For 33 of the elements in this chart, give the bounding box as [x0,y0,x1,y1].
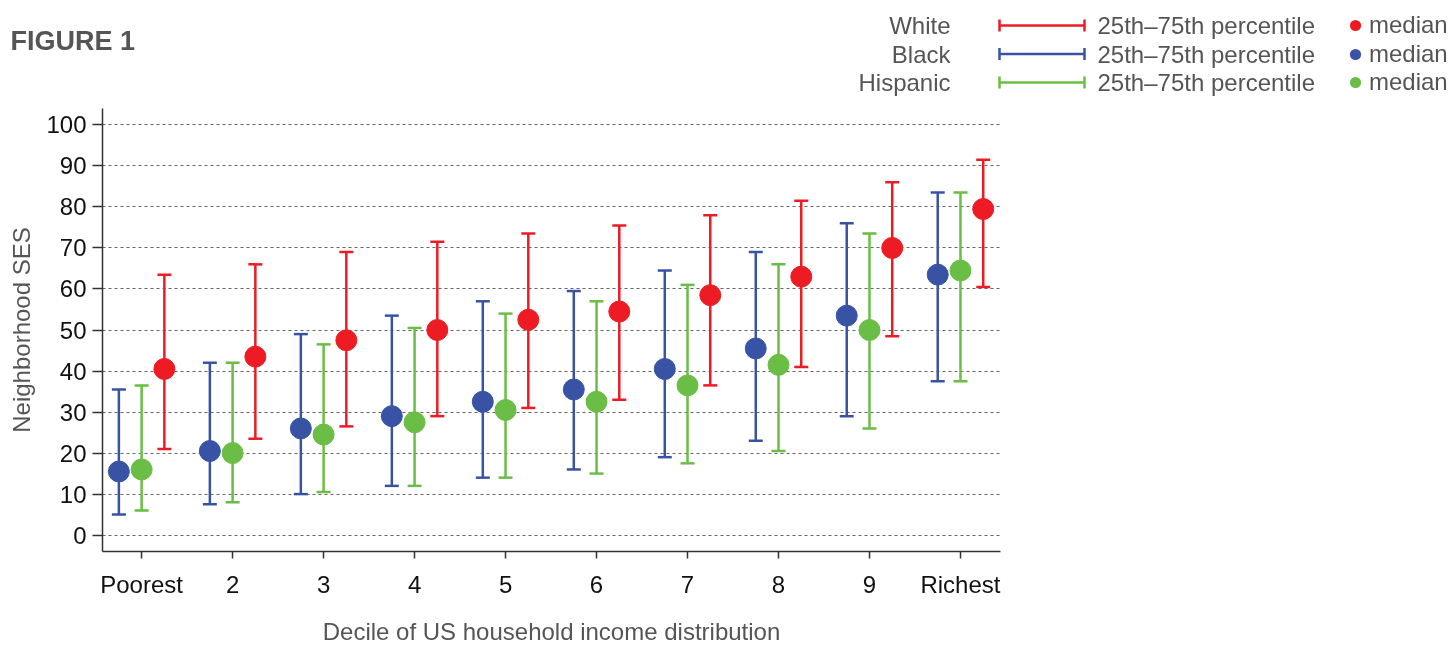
text: median [1369,39,1448,67]
x-tick-label: 7 [680,570,695,598]
x-tick-label: Richest [920,570,1001,598]
legend-label: Black [891,40,952,68]
y-tick-label: 70 [59,234,87,262]
y-tick-label: 20 [59,439,87,467]
x-tick-label: 9 [862,570,877,598]
y-tick-label: 90 [59,152,87,180]
y-tick-label: 50 [59,316,87,344]
chart-title: FIGURE 1 [10,25,136,56]
x-tick-label: 8 [771,570,786,598]
y-axis-title: Neighborhood SES [8,227,36,433]
legend-label: White [889,12,951,39]
x-axis-title: Decile of US household income distribution [322,617,781,645]
x-tick-label: 6 [589,570,604,598]
y-tick-label: 10 [59,480,87,508]
x-tick-label: Poorest [100,570,184,598]
y-tick-label: 40 [59,357,87,385]
x-tick-label: 5 [498,570,513,598]
legend-label: Hispanic [858,69,951,96]
x-tick-label: 3 [316,570,331,598]
x-tick-label: 4 [407,570,422,598]
text: median [1369,68,1448,96]
text: 25th–75th percentile [1097,69,1315,96]
x-tick-label: 2 [225,570,240,598]
y-tick-label: 60 [59,275,87,303]
text: 25th–75th percentile [1097,40,1315,68]
y-tick-label: 0 [73,521,87,549]
y-tick-label: 30 [59,398,87,426]
text: 25th–75th percentile [1097,12,1315,39]
text: median [1369,11,1448,38]
y-tick-label: 100 [46,111,87,139]
y-tick-label: 80 [59,193,87,221]
